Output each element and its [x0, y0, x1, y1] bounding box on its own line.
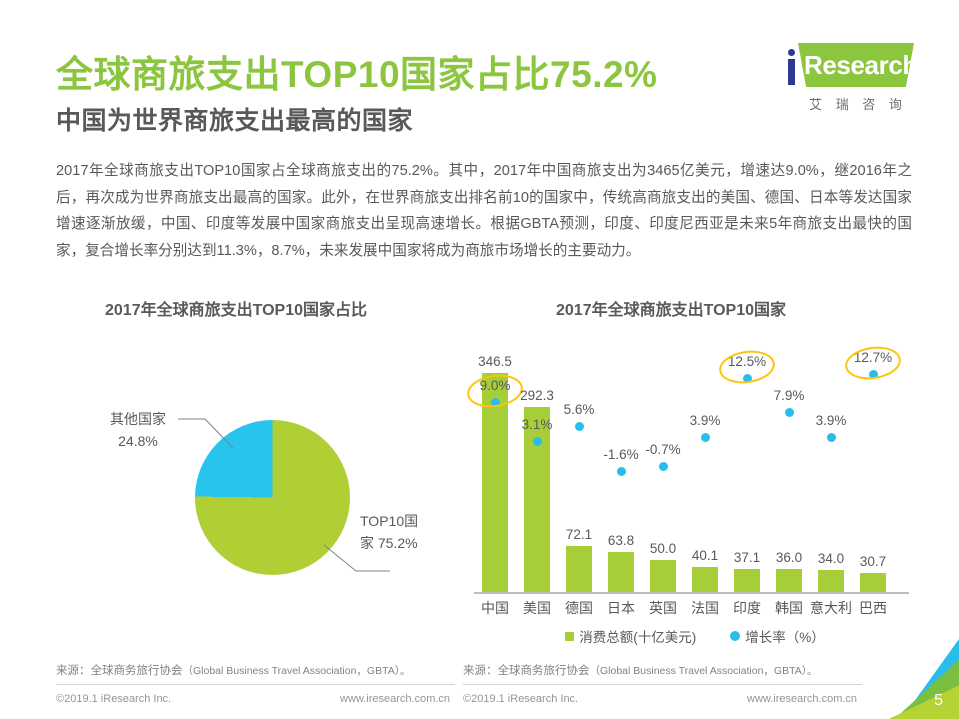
- source-note-right-en: （Global Business Travel Association，GBTA…: [589, 665, 818, 677]
- website-left: www.iresearch.com.cn: [340, 693, 451, 705]
- legend-square-icon: [565, 631, 575, 641]
- bar-value-意大利: 34.0: [817, 551, 845, 567]
- pie-label-top10-name: TOP10国: [360, 513, 419, 529]
- x-tick-印度: 印度: [733, 600, 761, 616]
- x-tick-英国: 英国: [649, 600, 677, 616]
- bar-法国: [692, 566, 718, 592]
- growth-label-印度: 12.5%: [727, 354, 767, 369]
- bar-value-中国: 346.5: [478, 353, 512, 369]
- bar-韩国: [776, 569, 802, 592]
- page-number: 5: [934, 692, 943, 709]
- growth-dot-中国: [490, 398, 500, 407]
- growth-label-中国: 9.0%: [479, 378, 511, 393]
- bar-德国: [566, 546, 592, 592]
- legend-label-growth: 增长率（%）: [745, 630, 825, 645]
- growth-dot-巴西: [868, 370, 878, 379]
- pie-graphic: [195, 420, 350, 575]
- bar-意大利: [818, 570, 844, 592]
- growth-label-英国: -0.7%: [645, 442, 681, 457]
- x-tick-巴西: 巴西: [859, 600, 887, 616]
- growth-label-意大利: 3.9%: [815, 413, 847, 428]
- legend-label-spend: 消费总额(十亿美元): [579, 630, 697, 645]
- x-axis-line: [474, 592, 909, 594]
- logo-mark: Research: [784, 40, 918, 92]
- bar-中国: [482, 372, 508, 592]
- growth-label-日本: -1.6%: [603, 447, 639, 462]
- bar-value-英国: 50.0: [649, 541, 677, 557]
- growth-dot-法国: [700, 433, 710, 442]
- source-note-right-cn: 来源：全球商务旅行协会: [463, 665, 590, 677]
- pie-label-other: 其他国家 24.8%: [92, 408, 184, 452]
- bar-chart-title: 2017年全球商旅支出TOP10国家: [556, 302, 786, 319]
- pie-label-top10: TOP10国 家 75.2%: [360, 510, 450, 554]
- growth-dot-意大利: [826, 433, 836, 442]
- website-right: www.iresearch.com.cn: [747, 693, 858, 705]
- footer-rule-left: [56, 684, 455, 685]
- logo-chinese-name: 艾 瑞 咨 询: [809, 97, 907, 112]
- growth-label-德国: 5.6%: [563, 402, 595, 417]
- source-note-left: 来源：全球商务旅行协会（Global Business Travel Assoc…: [56, 662, 410, 678]
- corner-decoration: 5: [889, 639, 959, 719]
- growth-dot-印度: [742, 374, 752, 383]
- growth-dot-日本: [616, 467, 626, 476]
- x-tick-意大利: 意大利: [810, 600, 852, 616]
- bar-value-印度: 37.1: [733, 549, 761, 565]
- growth-dot-英国: [658, 462, 668, 471]
- bar-chart: 346.5 中国 9.0% 292.3 美国 3.1% 72.1 德国 5.6% 63.8 日本 -1…: [460, 330, 920, 645]
- source-note-right: 来源：全球商务旅行协会（Global Business Travel Assoc…: [463, 662, 817, 678]
- pie-label-other-name: 其他国家: [110, 411, 166, 427]
- growth-dot-美国: [532, 437, 542, 446]
- page-subtitle: 中国为世界商旅支出最高的国家: [56, 107, 414, 135]
- legend-item-growth: 增长率（%）: [730, 626, 825, 646]
- legend-item-spend: 消费总额(十亿美元): [565, 626, 696, 646]
- x-tick-韩国: 韩国: [775, 600, 803, 616]
- x-tick-日本: 日本: [607, 600, 635, 616]
- bar-印度: [734, 568, 760, 592]
- x-tick-美国: 美国: [523, 600, 551, 616]
- iresearch-logo: Research 艾 瑞 咨 询: [784, 40, 918, 118]
- copyright-right: ©2019.1 iResearch Inc.: [463, 693, 579, 705]
- source-note-left-en: （Global Business Travel Association，GBTA…: [182, 665, 411, 677]
- pie-label-top10-value: 家 75.2%: [360, 535, 418, 551]
- source-note-left-cn: 来源：全球商务旅行协会: [56, 665, 183, 677]
- bar-value-德国: 72.1: [565, 527, 593, 543]
- footer-rule-right: [463, 684, 862, 685]
- pie-chart: 其他国家 24.8% TOP10国 家 75.2%: [60, 330, 480, 620]
- bar-美国: [524, 406, 550, 592]
- growth-dot-德国: [574, 422, 584, 431]
- bar-value-巴西: 30.7: [859, 553, 887, 569]
- pie-label-other-value: 24.8%: [118, 433, 158, 449]
- growth-label-韩国: 7.9%: [773, 388, 805, 403]
- bar-英国: [650, 560, 676, 592]
- bar-chart-legend: 消费总额(十亿美元) 增长率（%）: [480, 626, 910, 646]
- copyright-left: ©2019.1 iResearch Inc.: [56, 693, 172, 705]
- bar-value-韩国: 36.0: [775, 550, 803, 566]
- legend-circle-icon: [730, 631, 741, 641]
- intro-paragraph: 2017年全球商旅支出TOP10国家占全球商旅支出的75.2%。其中，2017年…: [56, 163, 912, 259]
- logo-wordmark: Research: [804, 50, 918, 80]
- bar-日本: [608, 551, 634, 592]
- x-tick-中国: 中国: [481, 600, 509, 616]
- growth-label-美国: 3.1%: [521, 417, 553, 432]
- page-title: 全球商旅支出TOP10国家占比75.2%: [56, 54, 658, 95]
- growth-label-法国: 3.9%: [689, 413, 721, 428]
- logo-i-stem-icon: [788, 59, 795, 85]
- bar-value-日本: 63.8: [607, 532, 635, 548]
- pie-chart-title: 2017年全球商旅支出TOP10国家占比: [105, 302, 367, 319]
- bar-value-美国: 292.3: [520, 387, 554, 403]
- x-tick-法国: 法国: [691, 600, 719, 616]
- growth-label-巴西: 12.7%: [853, 350, 893, 365]
- bar-巴西: [860, 572, 886, 592]
- growth-dot-韩国: [784, 408, 794, 417]
- logo-i-dot-icon: [788, 49, 795, 56]
- logo-parallelogram-icon: [798, 43, 914, 87]
- x-tick-德国: 德国: [565, 600, 593, 616]
- bar-value-法国: 40.1: [691, 547, 719, 563]
